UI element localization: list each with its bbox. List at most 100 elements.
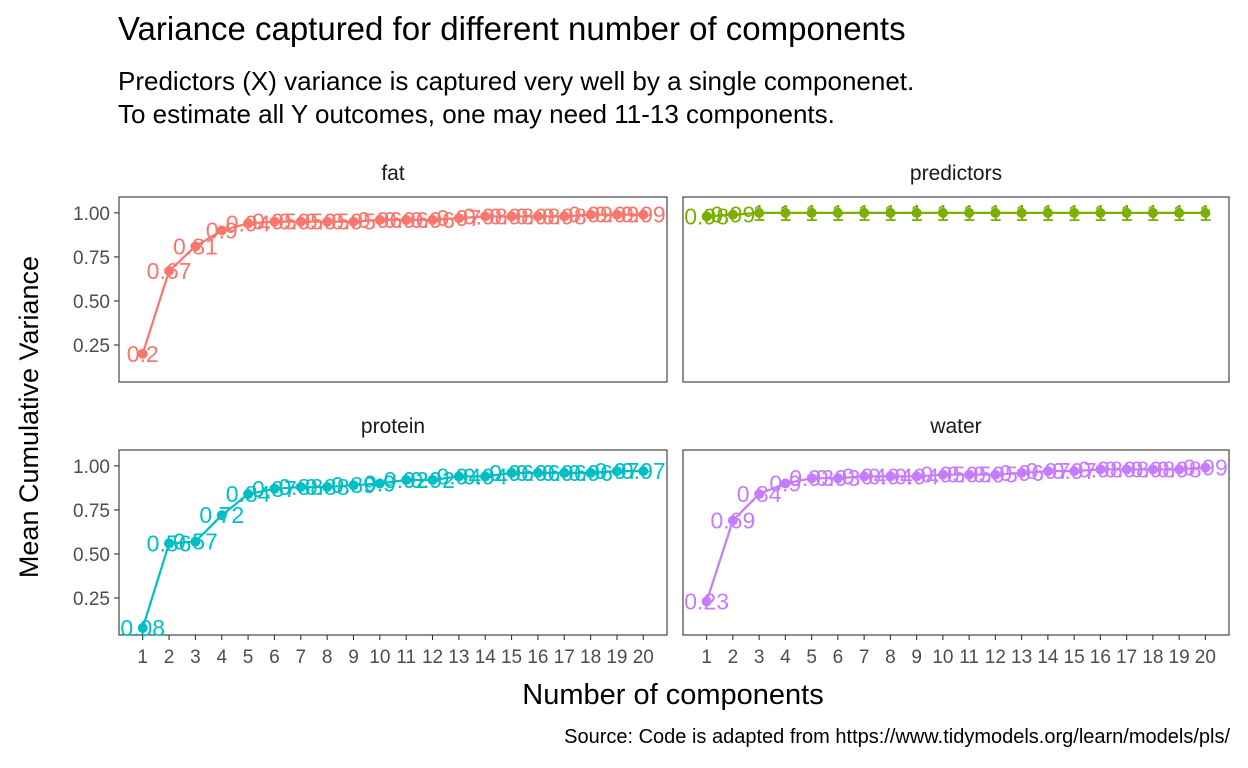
data-point	[585, 467, 596, 478]
x-tick-label: 6	[833, 647, 844, 668]
data-point	[427, 474, 438, 485]
data-label: 0.98	[684, 203, 729, 229]
x-tick-label: 18	[1142, 647, 1163, 668]
data-point	[806, 473, 817, 484]
data-point	[911, 471, 922, 482]
data-label: 0.9	[769, 470, 801, 496]
data-label: 0.94	[463, 463, 508, 489]
data-point	[1147, 464, 1158, 475]
data-point	[990, 207, 1001, 218]
panel-strip-label: fat	[381, 162, 405, 185]
x-tick-label: 7	[859, 647, 870, 668]
y-tick-label: 1.00	[73, 457, 110, 478]
data-label: 0.23	[684, 589, 729, 615]
data-label: 1	[1015, 200, 1028, 226]
panel-border	[682, 449, 1230, 636]
data-label: 0.99	[568, 202, 613, 228]
data-point	[611, 209, 622, 220]
data-point	[401, 214, 412, 225]
data-label: 0.98	[1104, 456, 1149, 482]
data-point	[832, 473, 843, 484]
data-point	[190, 536, 201, 547]
panel-border	[118, 196, 668, 383]
data-point	[754, 489, 765, 500]
x-tick-label: 14	[1037, 647, 1059, 668]
y-axis-title: Mean Cumulative Variance	[14, 256, 44, 578]
y-tick-label: 0.25	[73, 589, 110, 610]
data-point	[216, 510, 227, 521]
data-label: 0.89	[331, 472, 376, 498]
panel-strip-label: predictors	[910, 162, 1002, 185]
data-label: 1	[858, 200, 871, 226]
data-label: 0.94	[894, 463, 939, 489]
data-label: 0.99	[1183, 455, 1228, 481]
data-label: 0.95	[331, 209, 376, 235]
data-point	[216, 225, 227, 236]
data-point	[243, 218, 254, 229]
data-point	[859, 471, 870, 482]
data-label: 0.92	[410, 467, 455, 493]
data-label: 1	[1120, 200, 1133, 226]
data-label: 0.96	[999, 460, 1044, 486]
data-label: 0.67	[147, 258, 192, 284]
x-tick-label: 16	[1090, 647, 1111, 668]
y-tick-label: 1.00	[73, 204, 110, 225]
data-point	[1121, 207, 1132, 218]
data-point	[937, 469, 948, 480]
x-tick-label: 12	[422, 647, 443, 668]
y-tick-label: 0.75	[73, 248, 110, 269]
x-tick-label: 17	[1116, 647, 1137, 668]
data-label: 1	[963, 200, 976, 226]
data-label: 0.97	[1025, 458, 1070, 484]
x-tick-label: 5	[243, 647, 254, 668]
data-label: 1	[1094, 200, 1107, 226]
data-label: 0.72	[199, 502, 244, 528]
chart-caption: Source: Code is adapted from https://www…	[564, 726, 1230, 748]
data-point	[269, 216, 280, 227]
data-label: 0.56	[147, 530, 192, 556]
x-tick-label: 1	[137, 647, 148, 668]
data-point	[506, 211, 517, 222]
data-point	[1095, 464, 1106, 475]
data-point	[374, 478, 385, 489]
data-point	[701, 596, 712, 607]
data-label: 0.98	[1078, 456, 1123, 482]
data-point	[532, 467, 543, 478]
data-point	[453, 213, 464, 224]
data-label: 1	[884, 200, 897, 226]
panel-border	[682, 196, 1230, 383]
data-label: 0.88	[305, 474, 350, 500]
data-label: 0.96	[410, 207, 455, 233]
data-point	[1016, 207, 1027, 218]
data-label: 1	[1146, 200, 1159, 226]
data-point	[1016, 467, 1027, 478]
data-label: 0.99	[595, 202, 640, 228]
data-point	[1042, 466, 1053, 477]
x-tick-label: 1	[701, 647, 712, 668]
data-point	[832, 207, 843, 218]
x-tick-label: 20	[1195, 647, 1216, 668]
data-point	[1200, 207, 1211, 218]
data-label: 0.98	[463, 203, 508, 229]
data-point	[859, 207, 870, 218]
data-point	[137, 348, 148, 359]
x-axis-title: Number of components	[522, 679, 823, 711]
x-tick-label: 18	[580, 647, 601, 668]
x-tick-label: 11	[959, 647, 979, 668]
x-tick-label: 3	[754, 647, 765, 668]
data-point	[780, 207, 791, 218]
data-label: 0.08	[120, 615, 165, 641]
data-point	[911, 207, 922, 218]
data-point	[348, 480, 359, 491]
x-tick-label: 16	[527, 647, 548, 668]
data-label: 0.97	[621, 458, 666, 484]
panel-strip-label: water	[929, 415, 981, 438]
data-point	[164, 266, 175, 276]
x-tick-label: 8	[885, 647, 896, 668]
y-tick-label: 0.25	[73, 336, 110, 357]
data-label: 0.95	[973, 462, 1018, 488]
y-tick-label: 0.75	[73, 501, 110, 522]
data-point	[559, 467, 570, 478]
